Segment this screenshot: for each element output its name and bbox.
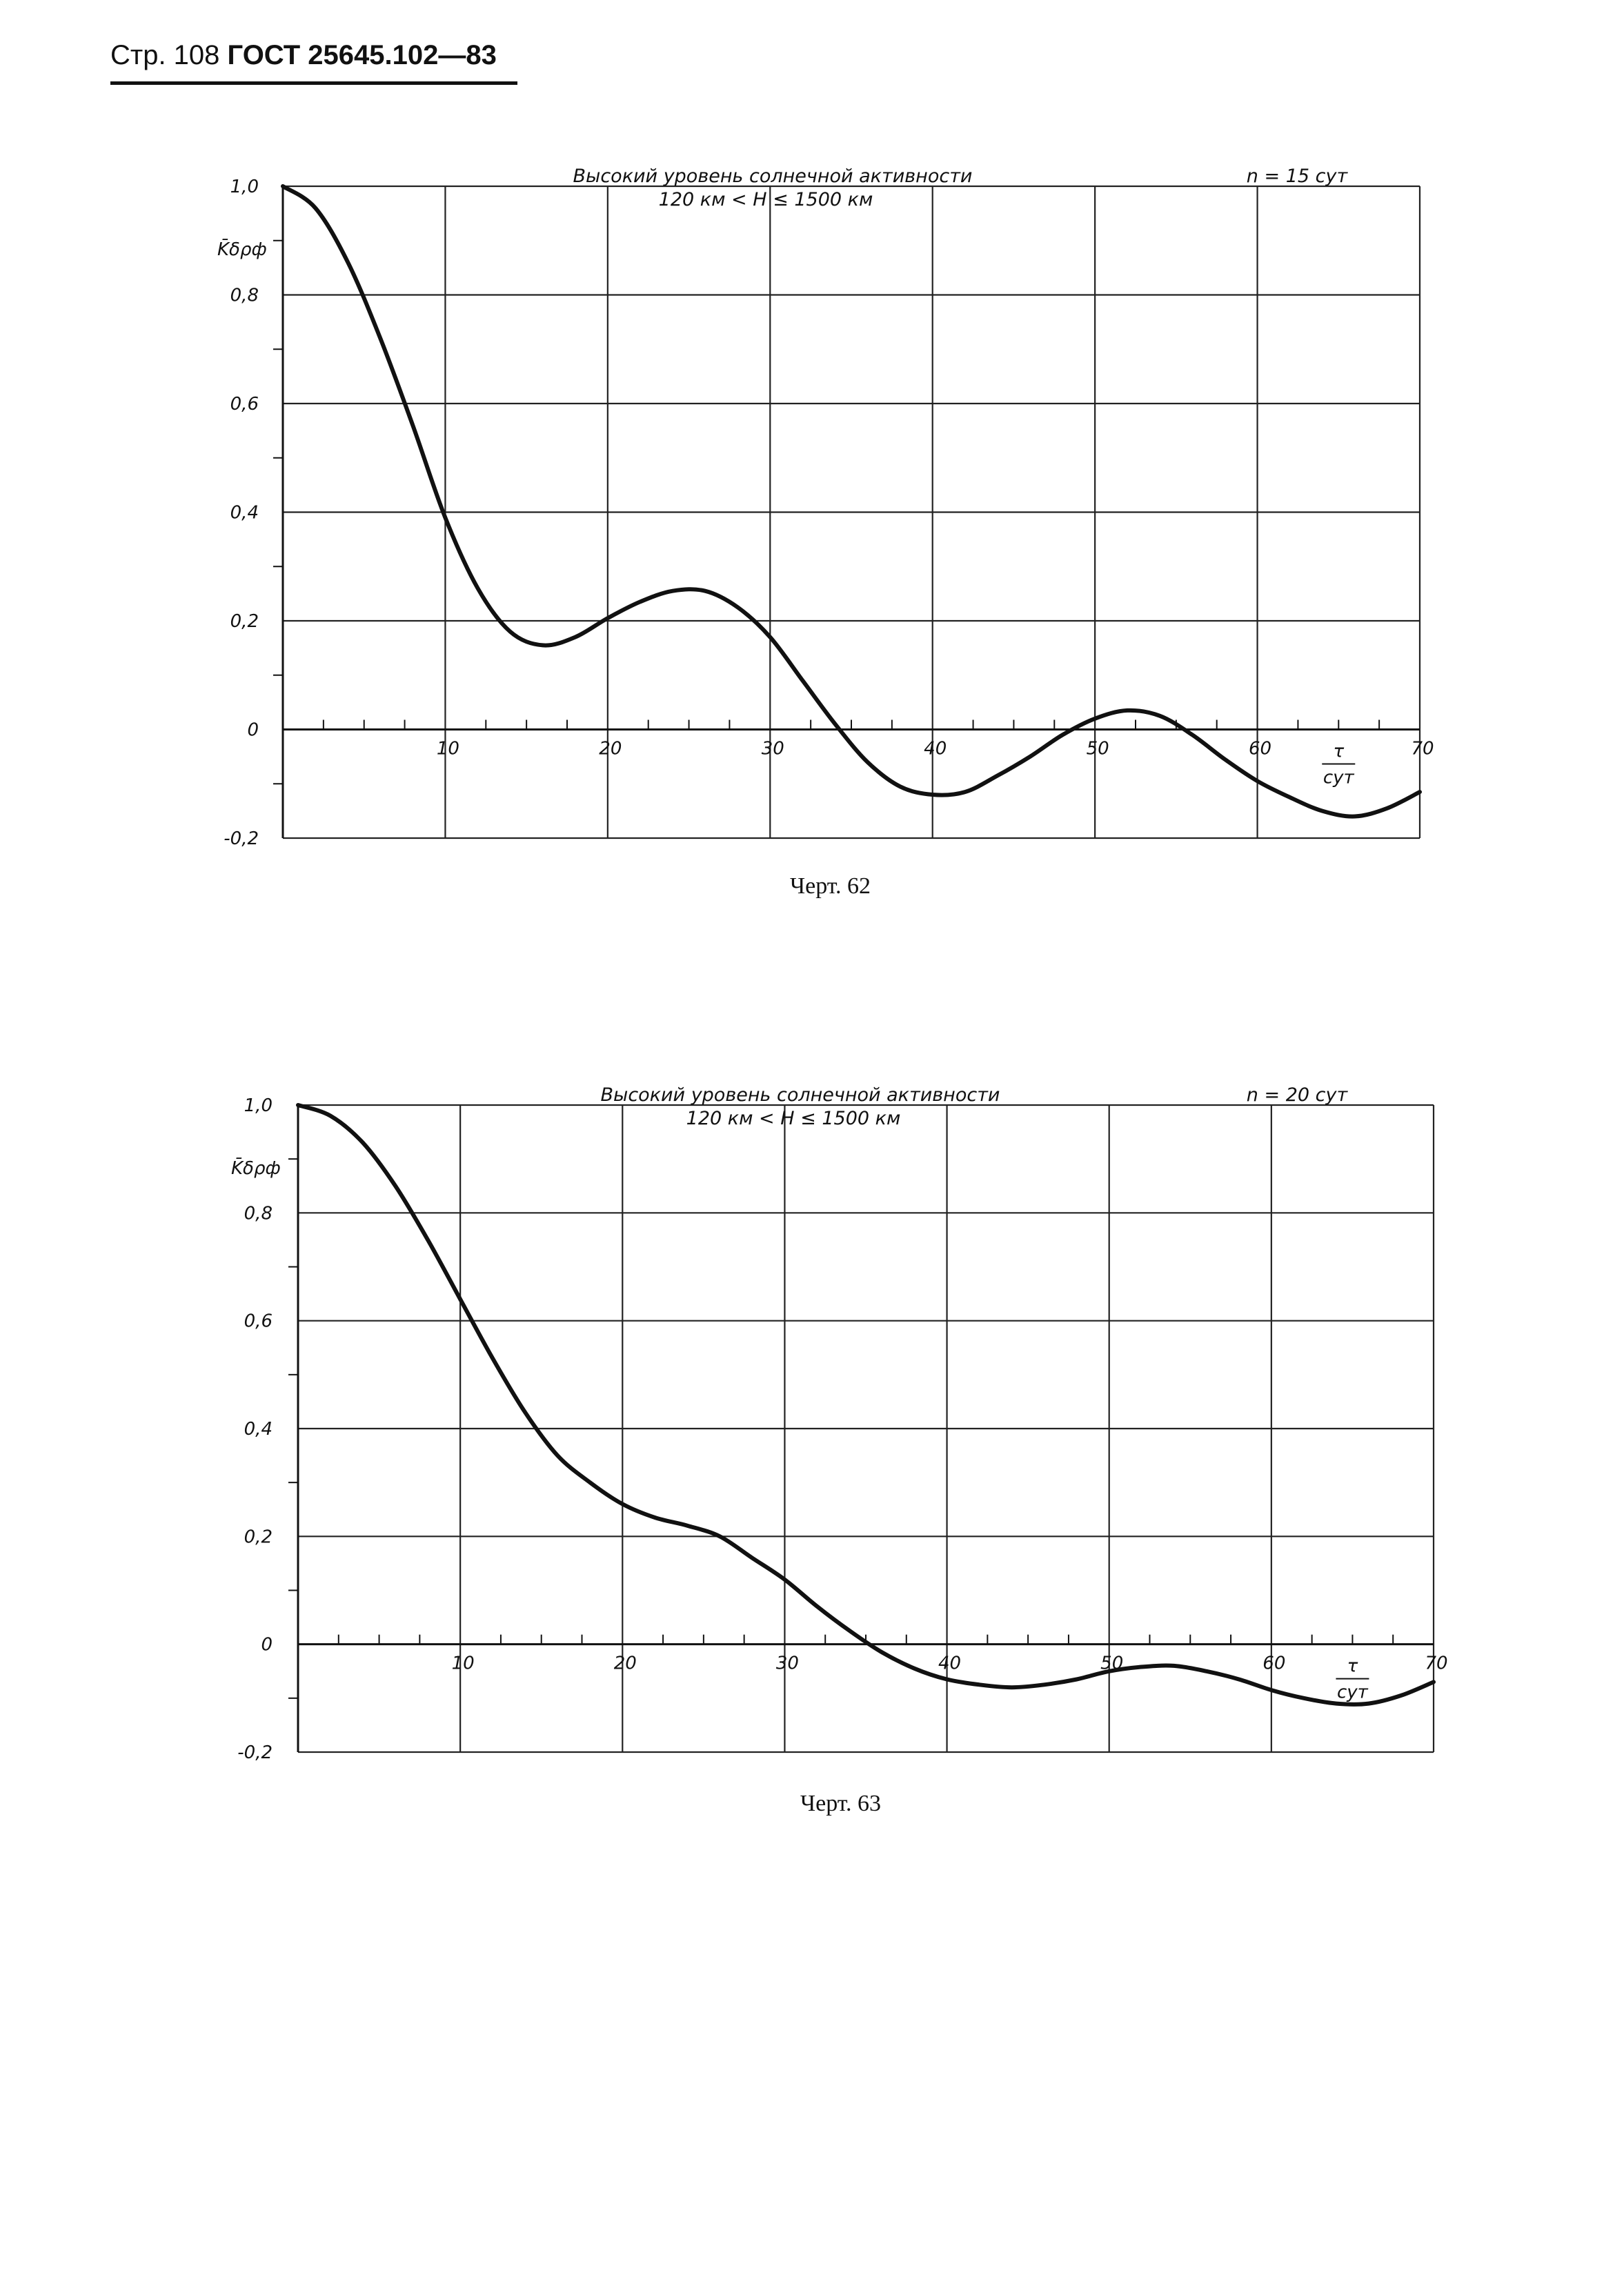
x-axis-label-denominator: сут [1323,768,1355,788]
y-tick-label: -0,2 [224,828,259,849]
y-tick-label: 0,8 [230,286,259,306]
x-tick-label: 20 [614,1653,637,1674]
page-header: Стр. 108 ГОСТ 25645.102—83 [110,40,497,71]
standard-code: ГОСТ 25645.102—83 [227,40,497,70]
y-tick-label: 0,8 [244,1203,273,1224]
x-tick-label: 30 [776,1653,799,1674]
page-number: Стр. 108 [110,40,220,70]
header-rule [110,81,517,85]
x-tick-label: 70 [1425,1653,1447,1674]
chart-title: Высокий уровень солнечной активности [573,166,973,187]
y-tick-label: 0,6 [230,394,259,415]
y-tick-label: 0,2 [230,611,259,632]
y-axis-label: K̄δρф [217,238,267,260]
x-tick-label: 10 [437,739,459,759]
chart-note: n = 20 сут [1247,1084,1349,1106]
y-tick-label: -0,2 [237,1742,273,1763]
y-axis-label: K̄δρф [231,1157,281,1179]
x-tick-label: 30 [762,739,784,759]
x-axis-label-numerator: τ [1347,1656,1358,1677]
chart-title: Высокий уровень солнечной активности [601,1084,1000,1106]
y-tick-label: 0,4 [230,503,259,524]
x-tick-label: 10 [452,1653,475,1674]
y-tick-label: 0 [261,1635,273,1656]
y-tick-label: 0,2 [244,1527,273,1547]
chart-subtitle: 120 км < H ≤ 1500 км [659,189,873,210]
x-tick-label: 40 [924,739,947,759]
chart-63-caption: Черт. 63 [800,1791,882,1816]
x-tick-label: 20 [599,739,622,759]
x-axis-label-numerator: τ [1333,742,1344,762]
x-tick-label: 70 [1411,739,1434,759]
y-tick-label: 0,4 [244,1419,273,1440]
chart-subtitle: 120 км < H ≤ 1500 км [686,1108,901,1129]
chart-63: 1,00,80,60,40,20-0,210 20 30 40 50 60 70K̄δρфτ… [231,1084,1448,1763]
series-line [296,1103,1436,1707]
x-tick-label: 40 [938,1653,961,1674]
x-axis-label-denominator: сут [1337,1682,1369,1703]
series-line [281,184,1422,819]
x-tick-label: 60 [1262,1653,1285,1674]
x-tick-label: 50 [1087,739,1109,759]
y-tick-label: 0 [247,720,259,741]
x-tick-label: 60 [1249,739,1271,759]
y-tick-label: 1,0 [244,1095,273,1116]
y-tick-label: 0,6 [244,1311,273,1332]
chart-62-caption: Черт. 62 [790,873,871,899]
chart-62: 1,0 0,8 0,6 0,4 0,2 0 -0,2 10 20 30 40 50 60 70 K̄δρф τ… [217,166,1434,849]
chart-note: n = 15 сут [1247,166,1349,187]
y-tick-label: 1,0 [230,177,259,197]
